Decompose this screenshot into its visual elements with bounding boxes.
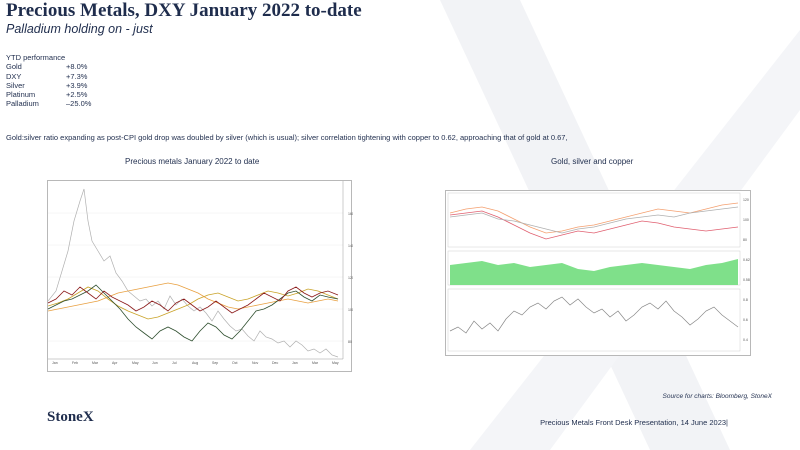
source-note: Source for charts: Bloomberg, StoneX xyxy=(662,393,772,400)
precious-metals-chart-image: 160 140 120 100 80 Jan Feb Mar Apr May J… xyxy=(47,180,354,372)
svg-text:80: 80 xyxy=(348,340,352,344)
svg-text:May: May xyxy=(132,361,139,365)
svg-text:120: 120 xyxy=(348,276,353,280)
svg-text:Nov: Nov xyxy=(252,361,258,365)
perf-row-gold: Gold +8.0% xyxy=(6,62,91,71)
stonex-logo: StoneX xyxy=(47,409,94,425)
svg-text:160: 160 xyxy=(348,212,353,216)
svg-text:Feb: Feb xyxy=(72,361,78,365)
ytd-performance-table: YTD performance Gold +8.0% DXY +7.3% Sil… xyxy=(6,53,91,109)
footer-text: Precious Metals Front Desk Presentation,… xyxy=(540,418,728,427)
commentary-note: Gold:silver ratio expanding as post-CPI … xyxy=(6,133,568,142)
ytd-performance-heading: YTD performance xyxy=(6,53,66,62)
perf-value: +7.3% xyxy=(66,71,88,81)
svg-text:Mar: Mar xyxy=(92,361,99,365)
precious-metals-chart-graphic: 160 140 120 100 80 Jan Feb Mar Apr May J… xyxy=(47,181,354,365)
perf-value: +3.9% xyxy=(66,80,88,90)
perf-value: –25.0% xyxy=(66,99,92,109)
perf-value: +8.0% xyxy=(66,62,88,72)
page-title: Precious Metals, DXY January 2022 to-dat… xyxy=(6,0,362,21)
left-chart-title: Precious metals January 2022 to date xyxy=(125,157,260,166)
svg-text:Jul: Jul xyxy=(172,361,177,365)
svg-text:0.58: 0.58 xyxy=(743,278,750,282)
svg-text:Jun: Jun xyxy=(152,361,158,365)
perf-name: Platinum xyxy=(6,90,36,100)
perf-name: Gold xyxy=(6,62,22,72)
svg-text:140: 140 xyxy=(348,244,353,248)
perf-row-dxy: DXY +7.3% xyxy=(6,72,91,81)
right-chart-title: Gold, silver and copper xyxy=(551,157,634,166)
svg-text:Mar: Mar xyxy=(312,361,319,365)
svg-text:0.6: 0.6 xyxy=(743,318,748,322)
perf-name: DXY xyxy=(6,71,22,81)
svg-text:100: 100 xyxy=(348,308,353,312)
svg-text:Sep: Sep xyxy=(212,361,218,365)
svg-text:0.62: 0.62 xyxy=(743,258,750,262)
svg-text:0.8: 0.8 xyxy=(743,298,748,302)
svg-text:Apr: Apr xyxy=(112,361,118,365)
svg-text:80: 80 xyxy=(743,238,747,242)
perf-name: Silver xyxy=(6,80,25,90)
svg-text:Jan: Jan xyxy=(292,361,298,365)
svg-text:May: May xyxy=(332,361,339,365)
svg-text:Jan: Jan xyxy=(52,361,58,365)
svg-text:Oct: Oct xyxy=(232,361,237,365)
svg-text:Dec: Dec xyxy=(272,361,278,365)
page-subtitle: Palladium holding on - just xyxy=(6,22,153,36)
perf-row-palladium: Palladium –25.0% xyxy=(6,99,91,108)
svg-text:Aug: Aug xyxy=(192,361,198,365)
perf-row-platinum: Platinum +2.5% xyxy=(6,90,91,99)
svg-text:0.4: 0.4 xyxy=(743,338,748,342)
svg-text:100: 100 xyxy=(743,218,749,222)
perf-value: +2.5% xyxy=(66,90,88,100)
perf-name: Palladium xyxy=(6,99,39,109)
gold-silver-copper-chart-graphic: 120 100 80 0.62 0.58 0.8 0.6 0.4 xyxy=(447,192,750,352)
svg-text:120: 120 xyxy=(743,198,749,202)
perf-row-silver: Silver +3.9% xyxy=(6,81,91,90)
gold-silver-copper-chart-image: 120 100 80 0.62 0.58 0.8 0.6 0.4 xyxy=(445,190,751,356)
